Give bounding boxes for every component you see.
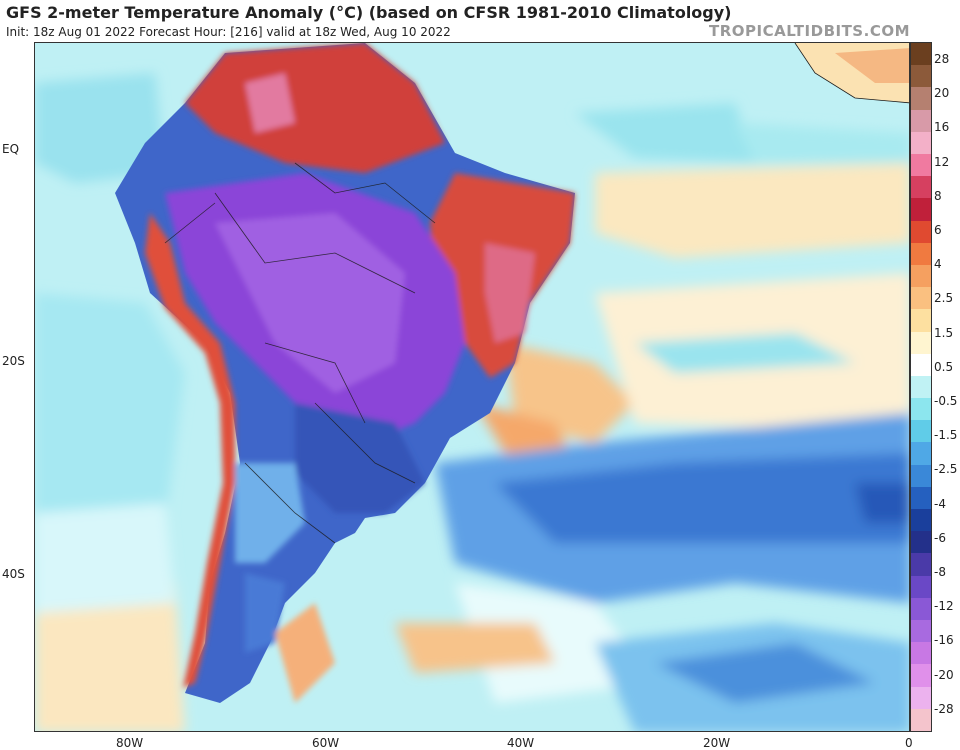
colorbar-segment: [911, 442, 931, 466]
colorbar-tick-label: -20: [934, 667, 954, 682]
colorbar-segment: [911, 109, 931, 133]
colorbar-segment: [911, 642, 931, 665]
colorbar-segment: [911, 87, 931, 111]
colorbar-tick-label: -0.5: [934, 394, 958, 408]
colorbar-tick-label: -6: [934, 530, 946, 545]
colorbar-tick-label: 28: [934, 52, 950, 66]
colorbar-tick-label: 16: [934, 120, 950, 135]
colorbar-segment: [911, 708, 931, 732]
colorbar-segment: [911, 420, 931, 443]
colorbar-segment: [911, 620, 931, 643]
colorbar-segment: [911, 287, 931, 310]
ocean-cool-patch-north: [575, 103, 755, 163]
colorbar-segment: [911, 531, 931, 554]
colorbar-tick-label: -8: [934, 565, 946, 579]
colorbar-segment: [911, 264, 931, 288]
colorbar-segment: [911, 331, 931, 355]
colorbar-tick-label: 0.5: [934, 359, 954, 374]
ocean-warm-patch-south: [395, 623, 555, 673]
anomaly-map[interactable]: [34, 42, 910, 732]
colorbar-segment: [911, 575, 931, 599]
colorbar-segment: [911, 220, 931, 244]
colorbar-segment: [911, 153, 931, 177]
lon-label-40w: 40W: [507, 736, 535, 750]
colorbar-segment: [911, 509, 931, 532]
colorbar-tick-label: -16: [934, 633, 954, 648]
lon-label-20w: 20W: [703, 736, 731, 750]
site-watermark: TROPICALTIDBITS.COM: [709, 22, 910, 40]
lon-label-80w: 80W: [116, 736, 144, 750]
colorbar-tick-label: -2.5: [934, 462, 958, 477]
map-subtitle: Init: 18z Aug 01 2022 Forecast Hour: [21…: [6, 25, 451, 39]
warm-north: [185, 43, 445, 173]
colorbar-segment: [911, 398, 931, 421]
lat-label-40s: 40S: [2, 567, 25, 581]
lat-label-20s: 20S: [2, 354, 25, 368]
colorbar: [910, 42, 932, 732]
colorbar-segment: [911, 664, 931, 688]
colorbar-segment: [911, 65, 931, 88]
lat-label-eq: EQ: [2, 142, 20, 156]
colorbar-segment: [911, 176, 931, 199]
pacific-cool: [35, 293, 185, 523]
colorbar-tick-label: -28: [934, 701, 954, 716]
colorbar-segment: [911, 242, 931, 266]
colorbar-segment: [911, 353, 931, 377]
south-america-landmass: [115, 43, 575, 703]
map-graphic: [35, 43, 909, 731]
colorbar-segment: [911, 686, 931, 710]
colorbar-segment: [911, 486, 931, 510]
africa-corner: [794, 43, 909, 104]
ocean-warm-band-north: [595, 163, 909, 258]
colorbar-tick-label: 4: [934, 257, 942, 272]
colorbar-tick-label: 6: [934, 223, 942, 237]
colorbar-tick-label: 12: [934, 154, 950, 169]
ocean-warm-offshore: [505, 343, 635, 443]
colorbar-segment: [911, 464, 931, 488]
colorbar-segment: [911, 309, 931, 332]
colorbar-tick-label: 1.5: [934, 325, 954, 340]
colorbar-segment: [911, 553, 931, 577]
lon-label-60w: 60W: [312, 736, 340, 750]
colorbar-segment: [911, 375, 931, 399]
colorbar-tick-label: 2.5: [934, 291, 954, 306]
colorbar-tick-label: 20: [934, 86, 950, 101]
colorbar-tick-label: -12: [934, 599, 954, 614]
lon-label-0: 0: [905, 736, 913, 750]
map-title: GFS 2-meter Temperature Anomaly (°C) (ba…: [6, 3, 732, 22]
andes-warm-strip: [145, 213, 235, 688]
colorbar-tick-label: -4: [934, 496, 946, 511]
colorbar-tick-label: 8: [934, 188, 942, 203]
colorbar-segment: [911, 131, 931, 155]
colorbar-tick-label: -1.5: [934, 428, 958, 443]
colorbar-segment: [911, 198, 931, 222]
colorbar-segment: [911, 597, 931, 621]
colorbar-segment: [911, 43, 931, 66]
